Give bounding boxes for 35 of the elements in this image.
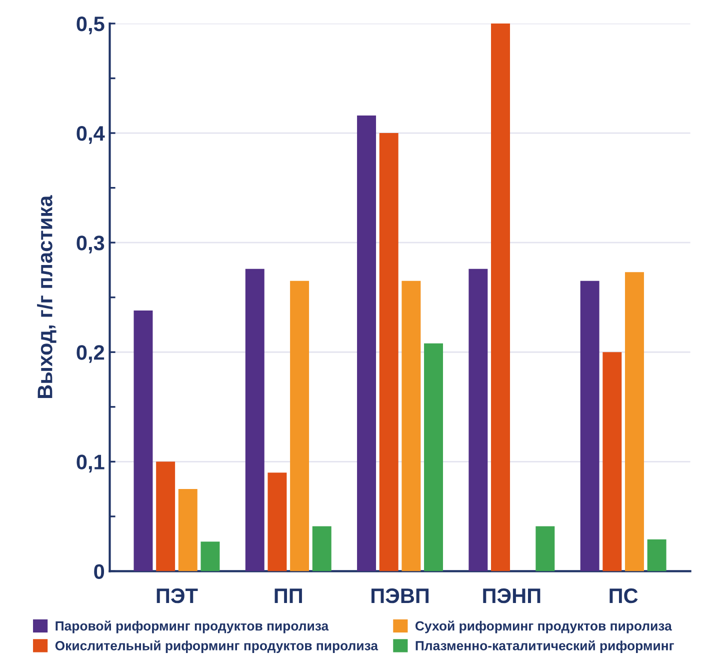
bar [647, 539, 666, 572]
y-tick-label: 0,3 [76, 236, 104, 254]
y-axis-title: Выход, г/г пластика [37, 195, 56, 398]
bar [245, 268, 264, 572]
legend-label: Сухой риформинг продуктов пиролиза [415, 620, 672, 634]
bar [491, 24, 510, 572]
legend-label: Окислительный риформинг продуктов пиролиза [55, 640, 378, 653]
bar [178, 489, 198, 572]
bar [424, 343, 444, 572]
y-tick-label: 0,5 [76, 16, 104, 34]
legend-label: Плазменно-каталитический риформинг [416, 640, 674, 653]
y-tick-label: 0 [94, 564, 104, 579]
bar [468, 268, 488, 572]
bar [357, 116, 376, 572]
bar [379, 133, 398, 572]
bar [624, 272, 644, 572]
x-tick-label: ПЭТ [156, 588, 198, 604]
bar [134, 310, 153, 572]
bar [402, 280, 421, 572]
x-tick-label: ПП [274, 588, 302, 603]
x-tick-label: ПЭНП [483, 588, 540, 604]
bar [200, 542, 220, 572]
bar [536, 526, 555, 572]
y-tick-label: 0,2 [76, 345, 104, 363]
y-tick-label: 0,4 [76, 126, 105, 144]
legend-label: Паровой риформинг продуктов пиролиза [56, 620, 329, 634]
x-tick-label: ПС [610, 588, 638, 604]
bar [602, 352, 622, 572]
bar [312, 526, 332, 572]
bar [580, 280, 600, 572]
y-tick-label: 0,1 [76, 454, 104, 472]
bar [290, 280, 310, 572]
x-tick-label: ПЭВП [372, 588, 429, 604]
bar [268, 472, 287, 572]
bar [156, 462, 176, 572]
